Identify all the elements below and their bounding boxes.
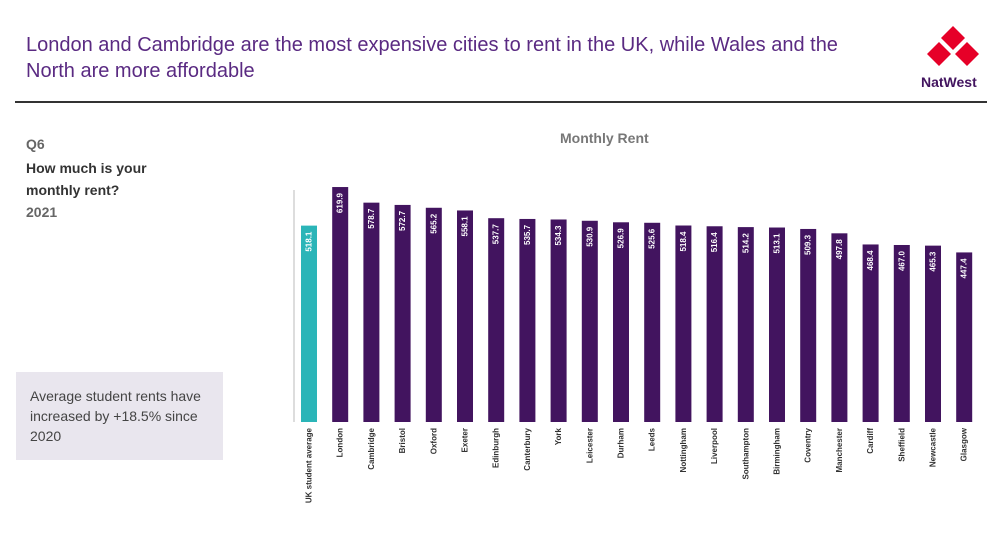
bar-york — [550, 219, 567, 422]
category-label: Manchester — [835, 428, 844, 472]
value-label: 558.1 — [461, 216, 470, 237]
value-label: 497.8 — [835, 239, 844, 260]
chart-title: Monthly Rent — [560, 130, 649, 146]
category-label: Southampton — [741, 428, 750, 480]
bar-leicester — [581, 220, 598, 422]
bar-newcastle — [925, 245, 941, 422]
value-label: 467.0 — [897, 250, 906, 271]
category-label: Coventry — [804, 427, 813, 462]
value-label: 518.1 — [305, 231, 314, 252]
category-label: Leicester — [585, 428, 594, 463]
category-label: Sheffield — [897, 428, 906, 462]
bar-canterbury — [519, 218, 536, 422]
value-label: 537.7 — [492, 224, 501, 245]
header-divider — [15, 101, 987, 103]
value-label: 565.2 — [429, 213, 438, 234]
bar-exeter — [457, 210, 473, 422]
brand-name: NatWest — [921, 74, 977, 90]
bar-liverpool — [706, 226, 723, 422]
callout-box: Average student rents have increased by … — [16, 372, 223, 460]
value-label: 619.9 — [336, 192, 345, 213]
value-label: 518.4 — [679, 231, 688, 252]
category-label: UK student average — [305, 427, 314, 503]
value-label: 572.7 — [398, 210, 407, 231]
value-label: 516.4 — [710, 232, 719, 253]
category-label: Birmingham — [773, 428, 782, 475]
category-label: Cardiff — [866, 428, 875, 454]
category-label: Glasgow — [960, 427, 969, 461]
category-label: Edinburgh — [492, 428, 501, 468]
natwest-logo-icon — [927, 26, 979, 66]
value-label: 513.1 — [773, 233, 782, 254]
value-label: 526.9 — [617, 228, 626, 249]
question-code: Q6 — [26, 136, 45, 152]
bar-glasgow — [956, 252, 973, 422]
value-label: 447.4 — [960, 258, 969, 279]
bar-oxford — [425, 207, 442, 422]
value-label: 530.9 — [585, 226, 594, 247]
category-label: Cambridge — [367, 427, 376, 469]
category-label: Leeds — [648, 427, 657, 451]
headline: London and Cambridge are the most expens… — [26, 34, 838, 82]
category-label: York — [554, 427, 563, 445]
bar-cambridge — [363, 202, 380, 422]
question-text: How much is your monthly rent? — [26, 160, 147, 198]
bar-durham — [613, 222, 629, 422]
bar-southampton — [737, 227, 754, 422]
value-label: 509.3 — [804, 234, 813, 255]
bar-coventry — [800, 228, 817, 422]
category-label: Newcastle — [929, 427, 938, 467]
bar-chart: 518.1 UK student average 619.9 London 578.7 C… — [293, 187, 973, 503]
bar-bristol — [394, 204, 411, 422]
bar-edinburgh — [488, 218, 505, 422]
bar-birmingham — [769, 227, 785, 422]
category-label: Oxford — [429, 428, 438, 454]
bar-manchester — [831, 233, 848, 422]
category-label: Exeter — [461, 428, 470, 452]
category-label: Liverpool — [710, 428, 719, 464]
callout-text: Average student rents have increased by … — [30, 388, 201, 444]
bar-sheffield — [893, 244, 910, 422]
value-label: 514.2 — [741, 233, 750, 254]
question-year: 2021 — [26, 204, 58, 220]
bar-uk-student-average — [301, 225, 317, 422]
value-label: 525.6 — [648, 228, 657, 249]
bar-cardiff — [862, 244, 879, 422]
category-label: London — [336, 428, 345, 457]
category-label: Canterbury — [523, 427, 532, 470]
category-label: Durham — [617, 428, 626, 458]
bar-leeds — [644, 222, 661, 422]
value-label: 578.7 — [367, 208, 376, 229]
value-label: 465.3 — [929, 251, 938, 272]
bar-nottingham — [675, 225, 692, 422]
category-label: Bristol — [398, 428, 407, 453]
bar-london — [332, 187, 349, 422]
value-label: 468.4 — [866, 250, 875, 271]
value-label: 534.3 — [554, 225, 563, 246]
value-label: 535.7 — [523, 224, 532, 245]
category-label: Nottingham — [679, 428, 688, 472]
